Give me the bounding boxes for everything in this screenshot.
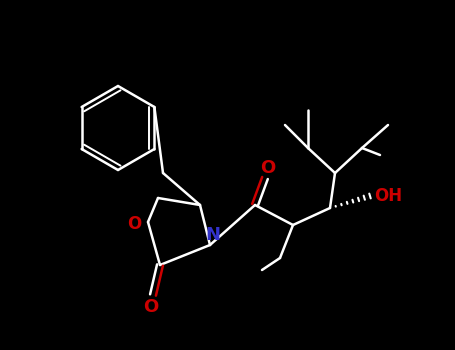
Text: O: O [260, 159, 276, 177]
Text: OH: OH [374, 187, 402, 205]
Text: O: O [127, 215, 141, 233]
Text: O: O [143, 298, 159, 316]
Text: N: N [206, 226, 221, 244]
